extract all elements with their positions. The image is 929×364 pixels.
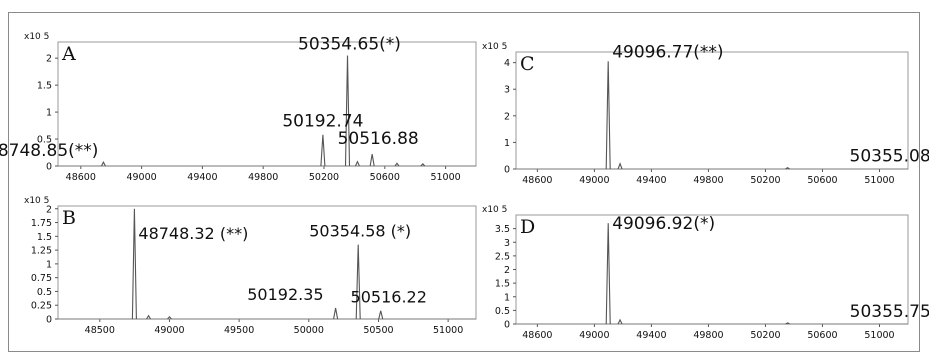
panel-A-xtick-label: 48600	[66, 172, 96, 183]
panel-C-xtick-label: 48600	[522, 175, 552, 186]
panel-C-ytick-label: 2	[504, 111, 510, 122]
panel-D-ytick-label: 0	[504, 320, 510, 331]
panel-D-ytick-label: 2	[504, 265, 510, 276]
panel-B-ytick-label: 1.75	[31, 218, 52, 229]
panel-A-ytick-label: 2	[46, 54, 52, 65]
panel-C-xtick-label: 49800	[693, 175, 723, 186]
panel-D-letter: D	[520, 216, 535, 238]
panel-D-peak	[617, 318, 623, 325]
panel-D-ytick-label: 2.5	[495, 251, 510, 262]
panel-C-peak	[605, 61, 611, 170]
panel-C-letter: C	[520, 53, 535, 75]
panel-C-ytick-label: 1	[504, 138, 510, 149]
panel-D-xtick-label: 50600	[807, 330, 837, 341]
panel-B-peak	[333, 307, 339, 320]
panel-D-peak-label: 49096.92(*)	[612, 214, 715, 234]
panel-B-peak-label: 50192.35	[247, 285, 323, 304]
panel-B-xtick-label: 49000	[154, 325, 184, 336]
panel-C-scale-label: x10 5	[482, 42, 507, 52]
panel-A-xtick-label: 49400	[187, 172, 217, 183]
panel-B-xtick-label: 48500	[85, 325, 115, 336]
panel-A-peak	[354, 160, 360, 167]
panel-D-xtick-label: 49800	[693, 330, 723, 341]
panel-B-peak	[167, 315, 172, 320]
panel-B-xtick-label: 49500	[224, 325, 254, 336]
panel-B-xtick-label: 51000	[433, 325, 463, 336]
panel-C-xtick-label: 50200	[750, 175, 780, 186]
panel-C-xtick-label: 51000	[864, 175, 894, 186]
panel-A-peak-label: 48748.85(**)	[0, 141, 98, 161]
panel-B-ytick-label: 1	[46, 259, 52, 270]
panel-B-ytick-label: 0	[46, 315, 52, 326]
panel-B-scale-label: x10 5	[24, 196, 49, 206]
panel-A-peak-label: 50516.88	[338, 129, 419, 149]
panel-C-peak	[785, 167, 790, 170]
panel-A-letter: A	[61, 43, 76, 65]
panel-B-peak	[355, 244, 361, 320]
panel-B-xtick-label: 50000	[294, 325, 324, 336]
panel-D-peak	[785, 322, 790, 325]
panel-D-peak	[605, 223, 611, 325]
panel-A-peak	[394, 162, 400, 167]
figure-frame	[8, 12, 920, 352]
panel-B-ytick-label: 0.75	[31, 273, 52, 284]
panel-B-peak-label: 50354.58 (*)	[309, 222, 411, 241]
panel-A-xtick-label: 51000	[430, 172, 460, 183]
panel-B-ytick-label: 1.25	[31, 246, 52, 257]
panel-A-scale-label: x10 5	[24, 32, 49, 42]
panel-C-ytick-label: 4	[504, 58, 510, 69]
panel-B-letter: B	[62, 207, 76, 229]
panel-A-peak	[100, 161, 106, 167]
panel-C-peak-label: 50355.08(*)	[850, 147, 929, 167]
panel-A-ytick-label: 0	[46, 162, 52, 173]
panel-D-scale-label: x10 5	[482, 205, 507, 215]
panel-A-ytick-label: 1	[46, 108, 52, 119]
panel-B-peak	[131, 208, 137, 320]
panel-C-peak-label: 49096.77(**)	[612, 42, 723, 62]
panel-D-ytick-label: 0.5	[495, 306, 510, 317]
panel-D-xtick-label: 49000	[579, 330, 609, 341]
panel-B-peak	[378, 310, 384, 320]
panel-C-ytick-label: 0	[504, 165, 510, 176]
panel-A-xtick-label: 49000	[126, 172, 156, 183]
panel-B-peak	[146, 314, 152, 320]
panel-C-xtick-label: 49000	[579, 175, 609, 186]
panel-D-xtick-label: 51000	[864, 330, 894, 341]
panel-A-peak-label: 50192.74	[282, 112, 363, 132]
panel-D-xtick-label: 48600	[522, 330, 552, 341]
panel-C-xtick-label: 49400	[636, 175, 666, 186]
panel-B-ytick-label: 0.5	[37, 287, 52, 298]
panel-B-ytick-label: 1.5	[37, 232, 52, 243]
panel-D-xtick-label: 50200	[750, 330, 780, 341]
panel-C-xtick-label: 50600	[807, 175, 837, 186]
panel-B-peak-label: 50516.22	[351, 288, 427, 307]
panel-B-xtick-label: 50500	[363, 325, 393, 336]
panel-A-xtick-label: 49800	[248, 172, 278, 183]
panel-A-peak	[369, 154, 375, 167]
panel-A-peak-label: 50354.65(*)	[298, 34, 401, 54]
panel-D-ytick-label: 1.5	[495, 279, 510, 290]
panel-A-xtick-label: 50200	[309, 172, 339, 183]
panel-A-ytick-label: 1.5	[37, 81, 52, 92]
panel-C-peak	[617, 162, 623, 170]
panel-A-peak	[344, 55, 351, 167]
panel-C-ytick-label: 3	[504, 85, 510, 96]
panel-B-ytick-label: 0.25	[31, 301, 52, 312]
panel-D-xtick-label: 49400	[636, 330, 666, 341]
panel-B-ytick-label: 2	[46, 204, 52, 215]
panel-A-xtick-label: 50600	[370, 172, 400, 183]
panel-D-peak-label: 50355.75(*)	[850, 302, 929, 322]
panel-A-ytick-label: 0.5	[37, 135, 52, 146]
panel-B-peak-label: 48748.32 (**)	[138, 224, 248, 243]
panel-D-ytick-label: 3	[504, 238, 510, 249]
panel-D-ytick-label: 3.5	[495, 224, 510, 235]
panel-A-peak	[420, 163, 426, 167]
panel-D-ytick-label: 1	[504, 292, 510, 303]
panel-A-peak	[320, 134, 326, 167]
